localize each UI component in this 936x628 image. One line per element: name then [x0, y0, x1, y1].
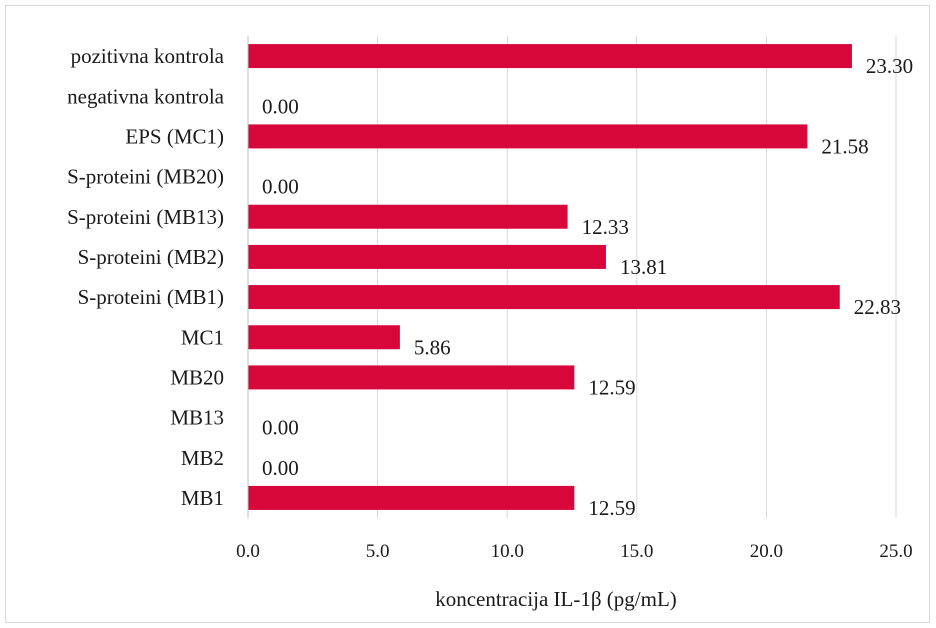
tick-labels: 0.0 5.0 10.0 15.0 20.0 25.0 — [236, 541, 913, 562]
bar — [248, 285, 840, 310]
data-label: 22.83 — [854, 295, 901, 319]
x-tick-label: 25.0 — [879, 541, 912, 562]
category-label: S-proteini (MB20) — [67, 165, 224, 189]
data-label: 21.58 — [821, 134, 868, 158]
data-labels: 23.30 0.00 21.58 0.00 12.33 13.81 22.83 5.86 12.… — [262, 54, 913, 520]
bar — [248, 204, 568, 229]
bar — [248, 485, 575, 510]
chart-frame — [5, 5, 930, 623]
data-label: 12.33 — [582, 215, 629, 239]
data-label: 5.86 — [414, 335, 451, 359]
x-tick-label: 0.0 — [236, 541, 260, 562]
category-label: negativna kontrola — [67, 84, 225, 108]
category-label: MB1 — [181, 486, 224, 510]
x-axis-title: koncentracija IL-1β (pg/mL) — [435, 587, 677, 611]
bars — [248, 44, 852, 510]
bar — [248, 124, 808, 149]
bar — [248, 365, 575, 390]
category-label: MC1 — [181, 325, 224, 349]
category-labels: pozitivna kontrola negativna kontrola EPS … — [67, 44, 225, 510]
category-label: MB2 — [181, 446, 224, 470]
bar — [248, 44, 852, 69]
category-label: S-proteini (MB2) — [78, 245, 224, 269]
data-label: 0.00 — [262, 416, 299, 440]
x-tick-label: 20.0 — [750, 541, 783, 562]
category-label: EPS (MC1) — [125, 124, 224, 148]
category-label: MB20 — [170, 365, 224, 389]
bar — [248, 244, 606, 269]
category-label: MB13 — [170, 406, 224, 430]
x-tick-label: 10.0 — [491, 541, 524, 562]
data-label: 13.81 — [620, 255, 667, 279]
data-label: 0.00 — [262, 175, 299, 199]
data-label: 0.00 — [262, 456, 299, 480]
data-label: 12.59 — [588, 496, 635, 520]
data-label: 12.59 — [588, 375, 635, 399]
x-tick-label: 15.0 — [620, 541, 653, 562]
bar — [248, 325, 400, 350]
data-label: 0.00 — [262, 94, 299, 118]
category-label: S-proteini (MB13) — [67, 205, 224, 229]
category-label: pozitivna kontrola — [71, 44, 225, 68]
data-label: 23.30 — [866, 54, 913, 78]
x-tick-label: 5.0 — [366, 541, 390, 562]
category-label: S-proteini (MB1) — [78, 285, 224, 309]
gridlines — [377, 36, 897, 518]
